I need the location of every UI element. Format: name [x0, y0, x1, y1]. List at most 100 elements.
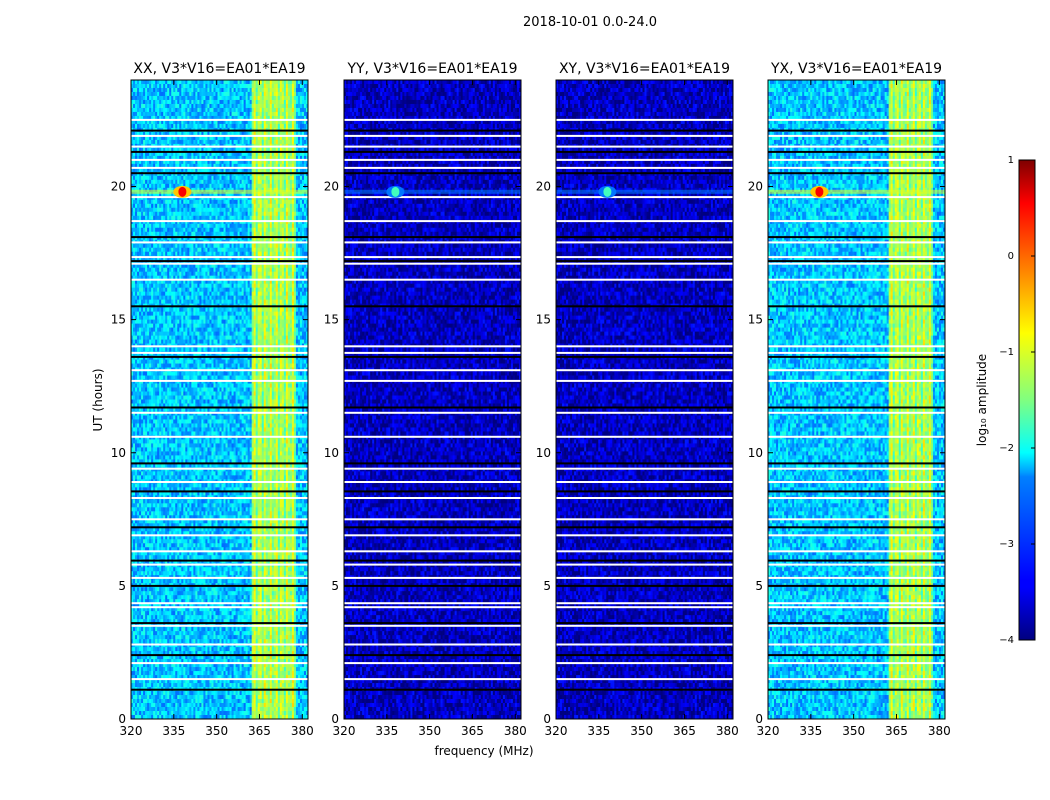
flagged-row	[344, 196, 521, 198]
flagged-row	[344, 577, 521, 579]
flagged-row	[768, 534, 945, 536]
flagged-row	[344, 689, 521, 691]
flagged-row	[768, 369, 945, 371]
flagged-row	[344, 662, 521, 664]
flagged-row	[768, 159, 945, 161]
panel-title: YY, V3*V16=EA01*EA19	[346, 61, 517, 77]
flagged-row	[131, 412, 308, 414]
flagged-row	[556, 305, 733, 307]
colorbar: log₁₀ amplitude 10−1−2−3−4	[975, 155, 1035, 646]
flagged-row	[131, 602, 308, 604]
x-tick-label: 365	[248, 724, 271, 738]
flagged-row	[556, 534, 733, 536]
flagged-row	[556, 135, 733, 137]
flagged-row	[131, 305, 308, 307]
x-tick-label: 350	[630, 724, 653, 738]
flagged-row	[556, 151, 733, 153]
colorbar-gradient	[1019, 160, 1035, 640]
flagged-row	[131, 130, 308, 132]
flagged-row	[131, 468, 308, 470]
x-tick-label: 335	[587, 724, 610, 738]
colorbar-tick-label: −4	[999, 635, 1014, 646]
flagged-row	[344, 412, 521, 414]
flagged-row	[131, 606, 308, 608]
flagged-row	[131, 241, 308, 243]
x-tick-label: 350	[418, 724, 441, 738]
flagged-row	[556, 119, 733, 121]
x-tick-label: 380	[928, 724, 951, 738]
flagged-row	[768, 220, 945, 222]
flagged-row	[344, 369, 521, 371]
flagged-row	[556, 263, 733, 265]
flagged-row	[556, 236, 733, 238]
flagged-row	[768, 167, 945, 169]
flagged-row	[131, 662, 308, 664]
flagged-row	[768, 356, 945, 358]
flagged-row	[344, 602, 521, 604]
flagged-row	[344, 654, 521, 656]
panel-title: XX, V3*V16=EA01*EA19	[133, 61, 305, 77]
y-tick-label: 0	[543, 712, 551, 726]
y-tick-label: 0	[755, 712, 763, 726]
flagged-row	[768, 146, 945, 148]
x-tick-label: 335	[162, 724, 185, 738]
flagged-row	[768, 585, 945, 587]
x-tick-label: 365	[461, 724, 484, 738]
flagged-row	[556, 560, 733, 562]
flagged-row	[556, 146, 733, 148]
panel-title: XY, V3*V16=EA01*EA19	[559, 61, 730, 77]
flagged-row	[131, 135, 308, 137]
flagged-row	[131, 256, 308, 258]
y-tick-label: 15	[536, 313, 551, 327]
flagged-row	[768, 481, 945, 483]
x-tick-label: 380	[716, 724, 739, 738]
flagged-row	[768, 135, 945, 137]
flagged-row	[556, 172, 733, 174]
x-tick-label: 320	[333, 724, 356, 738]
y-tick-label: 10	[748, 446, 763, 460]
figure-title: 2018-10-01 0.0-24.0	[523, 15, 657, 30]
flagged-row	[344, 305, 521, 307]
flagged-row	[131, 577, 308, 579]
flagged-row	[131, 260, 308, 262]
flagged-row	[556, 260, 733, 262]
y-tick-label: 0	[118, 712, 126, 726]
flagged-row	[768, 279, 945, 281]
flagged-row	[344, 172, 521, 174]
flagged-row	[344, 497, 521, 499]
flagged-row	[768, 602, 945, 604]
flagged-row	[131, 279, 308, 281]
flagged-row	[131, 151, 308, 153]
flagged-row	[344, 167, 521, 169]
flagged-row	[344, 146, 521, 148]
flagged-row	[344, 130, 521, 132]
colorbar-tick-label: 1	[1008, 155, 1014, 166]
y-axis-label: UT (hours)	[91, 368, 105, 431]
flagged-row	[344, 260, 521, 262]
y-tick-label: 15	[324, 313, 339, 327]
flagged-row	[344, 345, 521, 347]
flagged-row	[344, 159, 521, 161]
flagged-row	[768, 119, 945, 121]
flagged-row	[131, 236, 308, 238]
flagged-row	[131, 497, 308, 499]
flagged-row	[768, 263, 945, 265]
flagged-row	[556, 602, 733, 604]
flagged-row	[556, 241, 733, 243]
flagged-row	[556, 462, 733, 464]
flagged-row	[556, 481, 733, 483]
flagged-row	[131, 167, 308, 169]
flagged-row	[131, 172, 308, 174]
flagged-row	[768, 577, 945, 579]
flagged-row	[768, 260, 945, 262]
flagged-row	[344, 256, 521, 258]
flagged-row	[131, 518, 308, 520]
flagged-row	[556, 577, 733, 579]
x-tick-label: 320	[757, 724, 780, 738]
flagged-row	[556, 369, 733, 371]
flagged-row	[556, 662, 733, 664]
flagged-row	[768, 305, 945, 307]
